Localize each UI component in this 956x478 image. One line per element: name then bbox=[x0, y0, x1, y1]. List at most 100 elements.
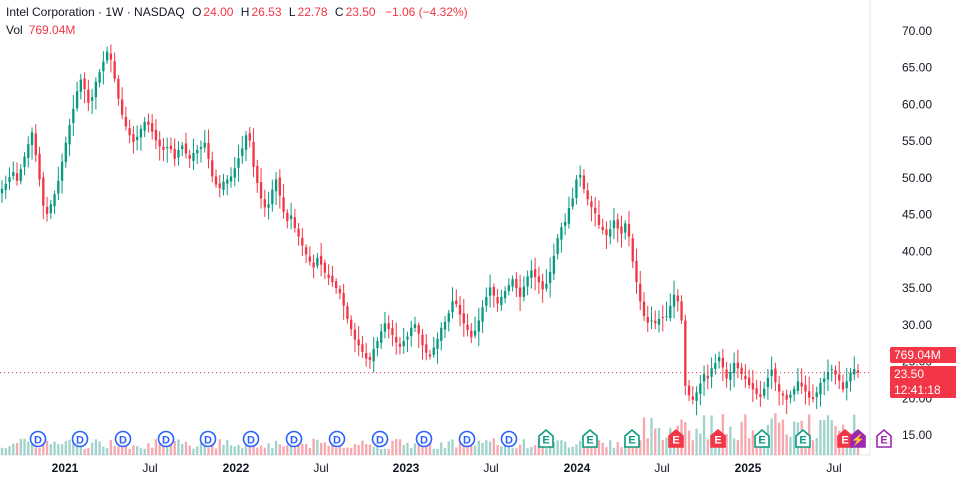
candle-body[interactable] bbox=[605, 229, 608, 236]
candle-body[interactable] bbox=[410, 327, 413, 337]
candle-body[interactable] bbox=[19, 169, 22, 181]
candle-body[interactable] bbox=[252, 141, 255, 167]
candle-body[interactable] bbox=[120, 99, 124, 115]
candle-body[interactable] bbox=[117, 78, 120, 99]
candle-body[interactable] bbox=[533, 269, 537, 278]
earnings-marker[interactable] bbox=[837, 428, 853, 448]
candle-body[interactable] bbox=[458, 305, 462, 315]
candle-body[interactable] bbox=[244, 135, 248, 150]
candle-body[interactable] bbox=[428, 354, 432, 357]
dividend-marker[interactable] bbox=[242, 430, 260, 448]
candle-body[interactable] bbox=[856, 370, 860, 373]
candle-body[interactable] bbox=[751, 383, 755, 390]
candle-body[interactable] bbox=[376, 340, 379, 349]
candle-body[interactable] bbox=[237, 158, 240, 168]
candle-body[interactable] bbox=[425, 344, 428, 353]
candle-body[interactable] bbox=[440, 327, 443, 341]
candle-body[interactable] bbox=[853, 368, 856, 375]
candle-body[interactable] bbox=[571, 198, 574, 207]
candle-body[interactable] bbox=[349, 319, 353, 330]
candle-body[interactable] bbox=[211, 160, 214, 177]
candle-body[interactable] bbox=[346, 306, 349, 319]
dividend-marker[interactable] bbox=[328, 430, 346, 448]
candle-body[interactable] bbox=[526, 276, 529, 287]
candle-body[interactable] bbox=[710, 368, 713, 377]
candle-body[interactable] bbox=[387, 323, 390, 330]
candle-body[interactable] bbox=[755, 388, 758, 394]
candle-body[interactable] bbox=[331, 275, 334, 283]
dividend-marker[interactable] bbox=[29, 430, 47, 448]
candle-body[interactable] bbox=[113, 61, 116, 79]
candle-body[interactable] bbox=[432, 347, 435, 355]
candle-body[interactable] bbox=[552, 255, 556, 274]
earnings-marker[interactable] bbox=[754, 428, 770, 448]
candle-body[interactable] bbox=[304, 247, 308, 255]
candle-body[interactable] bbox=[590, 201, 593, 208]
candle-body[interactable] bbox=[177, 149, 180, 158]
candle-body[interactable] bbox=[4, 183, 7, 191]
candle-body[interactable] bbox=[466, 324, 469, 330]
candle-body[interactable] bbox=[706, 375, 709, 379]
earnings-marker[interactable] bbox=[624, 428, 640, 448]
candle-body[interactable] bbox=[23, 156, 26, 168]
candle-body[interactable] bbox=[94, 81, 98, 98]
dividend-marker[interactable] bbox=[285, 430, 303, 448]
candle-body[interactable] bbox=[503, 291, 507, 299]
candle-body[interactable] bbox=[665, 316, 668, 318]
candle-body[interactable] bbox=[661, 316, 664, 318]
candle-body[interactable] bbox=[154, 129, 158, 141]
candle-body[interactable] bbox=[654, 320, 657, 324]
candle-body[interactable] bbox=[147, 121, 150, 126]
candle-body[interactable] bbox=[631, 238, 634, 262]
volume-label[interactable]: Vol bbox=[6, 23, 23, 37]
candle-body[interactable] bbox=[650, 320, 653, 322]
candle-body[interactable] bbox=[248, 133, 251, 141]
candle-body[interactable] bbox=[436, 338, 439, 349]
candle-body[interactable] bbox=[556, 238, 559, 254]
candle-body[interactable] bbox=[838, 374, 841, 381]
candle-body[interactable] bbox=[691, 396, 694, 400]
candle-body[interactable] bbox=[669, 305, 672, 319]
candle-body[interactable] bbox=[545, 283, 548, 289]
candle-body[interactable] bbox=[27, 144, 30, 158]
candle-body[interactable] bbox=[684, 320, 687, 386]
candle-body[interactable] bbox=[214, 176, 218, 185]
earnings-marker[interactable] bbox=[582, 428, 598, 448]
candle-body[interactable] bbox=[841, 382, 845, 390]
candle-body[interactable] bbox=[443, 321, 447, 330]
candle-body[interactable] bbox=[826, 371, 830, 380]
candle-body[interactable] bbox=[316, 257, 319, 266]
candle-body[interactable] bbox=[319, 255, 323, 265]
candle-body[interactable] bbox=[575, 179, 578, 198]
candle-body[interactable] bbox=[68, 125, 71, 145]
candle-body[interactable] bbox=[736, 362, 740, 369]
candle-body[interactable] bbox=[192, 152, 195, 161]
candle-body[interactable] bbox=[207, 143, 210, 159]
candle-body[interactable] bbox=[627, 224, 631, 237]
candle-body[interactable] bbox=[597, 214, 601, 225]
candle-body[interactable] bbox=[79, 79, 83, 92]
candle-body[interactable] bbox=[229, 176, 233, 182]
candle-body[interactable] bbox=[391, 327, 394, 336]
candle-body[interactable] bbox=[481, 307, 484, 322]
earnings-marker[interactable] bbox=[710, 428, 726, 448]
candle-body[interactable] bbox=[488, 287, 492, 296]
candle-body[interactable] bbox=[173, 149, 176, 159]
candle-body[interactable] bbox=[361, 344, 364, 352]
dividend-marker[interactable] bbox=[500, 430, 518, 448]
candle-body[interactable] bbox=[83, 78, 86, 90]
candle-body[interactable] bbox=[496, 297, 499, 304]
candle-body[interactable] bbox=[808, 391, 811, 398]
candle-body[interactable] bbox=[579, 174, 582, 178]
candle-body[interactable] bbox=[774, 368, 777, 383]
candle-body[interactable] bbox=[278, 177, 281, 196]
candle-body[interactable] bbox=[620, 226, 623, 234]
candle-body[interactable] bbox=[811, 397, 815, 400]
candle-body[interactable] bbox=[740, 367, 743, 375]
candle-body[interactable] bbox=[699, 383, 702, 394]
candle-body[interactable] bbox=[380, 331, 383, 343]
candle-body[interactable] bbox=[368, 356, 372, 361]
candle-body[interactable] bbox=[639, 283, 642, 302]
candle-body[interactable] bbox=[226, 179, 229, 184]
candle-body[interactable] bbox=[695, 392, 698, 402]
